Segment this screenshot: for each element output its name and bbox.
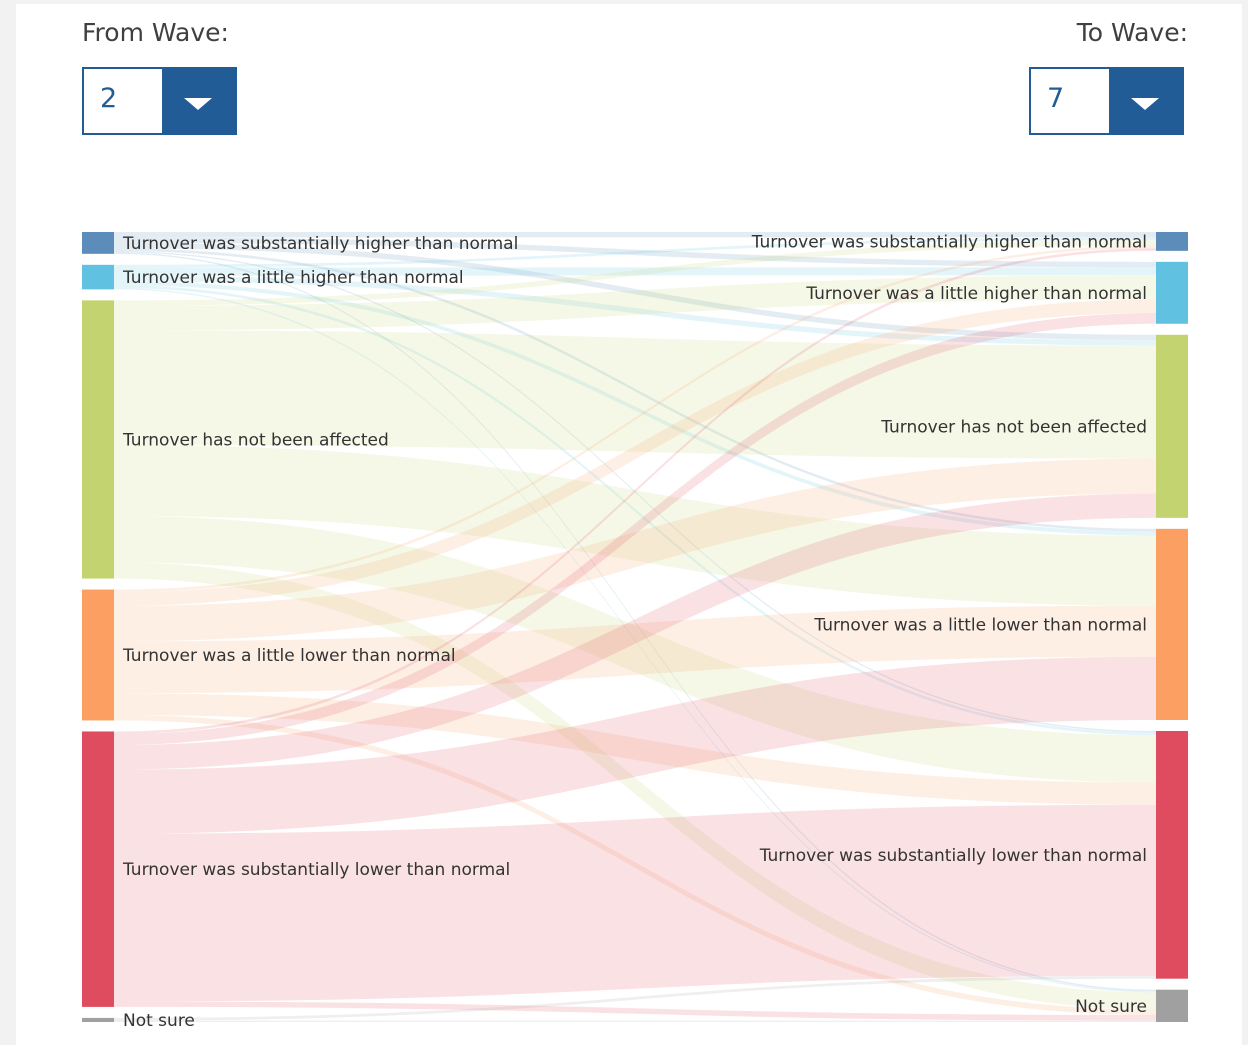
sankey-flow[interactable]	[114, 693, 1156, 805]
left-node-bar[interactable]	[82, 589, 114, 721]
sankey-flow[interactable]	[114, 1020, 1156, 1022]
sankey-flow[interactable]	[114, 248, 1156, 532]
right-node-bar[interactable]	[1156, 731, 1188, 979]
sankey-flow[interactable]	[114, 804, 1156, 1002]
to-wave-select[interactable]: 7	[1029, 67, 1184, 135]
left-node-label: Not sure	[123, 1011, 195, 1031]
right-node-bar[interactable]	[1156, 528, 1188, 720]
sankey-flow[interactable]	[114, 975, 1156, 1021]
sankey-flow[interactable]	[114, 605, 1156, 694]
chevron-down-icon[interactable]	[1109, 69, 1182, 133]
sankey-flow[interactable]	[114, 251, 1156, 733]
left-node-label: Turnover was substantially higher than n…	[122, 234, 518, 254]
sankey-flow[interactable]	[114, 330, 1156, 459]
sankey-flow[interactable]	[114, 562, 1156, 1010]
sankey-flow[interactable]	[114, 656, 1156, 834]
right-node-label: Turnover was a little higher than normal	[805, 284, 1147, 304]
right-node-label: Turnover was a little lower than normal	[813, 615, 1147, 635]
right-node-bar[interactable]	[1156, 334, 1188, 518]
sankey-flow[interactable]	[114, 275, 1156, 331]
right-node-bar[interactable]	[1156, 989, 1188, 1022]
right-node-bar[interactable]	[1156, 232, 1188, 251]
sankey-flow[interactable]	[114, 1001, 1156, 1021]
sankey-flow[interactable]	[114, 240, 1156, 306]
left-node-bar[interactable]	[82, 300, 114, 579]
chart-panel: From Wave: To Wave: 2 7	[16, 4, 1242, 1045]
to-wave-label: To Wave:	[1076, 18, 1188, 47]
right-node-label: Not sure	[1075, 997, 1147, 1017]
right-node-label: Turnover was substantially higher than n…	[751, 232, 1147, 252]
sankey-flow[interactable]	[114, 281, 1156, 536]
from-wave-select[interactable]: 2	[82, 67, 237, 135]
sankey-flow[interactable]	[114, 242, 1156, 341]
left-node-bar[interactable]	[82, 731, 114, 1007]
sankey-flow[interactable]	[114, 444, 1156, 606]
sankey-flow[interactable]	[114, 515, 1156, 783]
from-wave-label: From Wave:	[82, 18, 229, 47]
sankey-flow[interactable]	[114, 715, 1156, 1015]
sankey-flow[interactable]	[114, 237, 1156, 268]
sankey-flow[interactable]	[114, 237, 1156, 268]
sankey-nodes: Turnover was substantially higher than n…	[82, 232, 1188, 1031]
left-node-bar[interactable]	[82, 232, 114, 254]
sankey-flow[interactable]	[114, 313, 1156, 746]
to-wave-value: 7	[1047, 83, 1065, 114]
from-wave-value: 2	[100, 83, 118, 114]
sankey-flow[interactable]	[114, 252, 1156, 992]
sankey-flow[interactable]	[114, 245, 1156, 593]
right-node-label: Turnover has not been affected	[880, 417, 1147, 437]
left-node-label: Turnover was a little higher than normal	[122, 268, 464, 288]
sankey-flow[interactable]	[114, 248, 1156, 735]
sankey-flow[interactable]	[114, 275, 1156, 346]
sankey-flow[interactable]	[114, 285, 1156, 736]
left-node-label: Turnover was a little lower than normal	[122, 646, 456, 666]
right-node-label: Turnover was substantially lower than no…	[759, 846, 1147, 866]
sankey-flow[interactable]	[114, 299, 1156, 606]
left-node-bar[interactable]	[82, 264, 114, 290]
sankey-flow[interactable]	[114, 288, 1156, 993]
left-node-label: Turnover has not been affected	[122, 430, 389, 450]
left-node-label: Turnover was substantially lower than no…	[122, 860, 510, 880]
sankey-flow[interactable]	[114, 232, 1156, 238]
chevron-down-icon[interactable]	[162, 69, 235, 133]
right-node-bar[interactable]	[1156, 261, 1188, 324]
sankey-flow[interactable]	[114, 493, 1156, 770]
left-node-bar[interactable]	[82, 1017, 114, 1022]
sankey-links	[114, 232, 1156, 1022]
sankey-flow[interactable]	[114, 267, 1156, 276]
sankey-flow[interactable]	[114, 458, 1156, 642]
